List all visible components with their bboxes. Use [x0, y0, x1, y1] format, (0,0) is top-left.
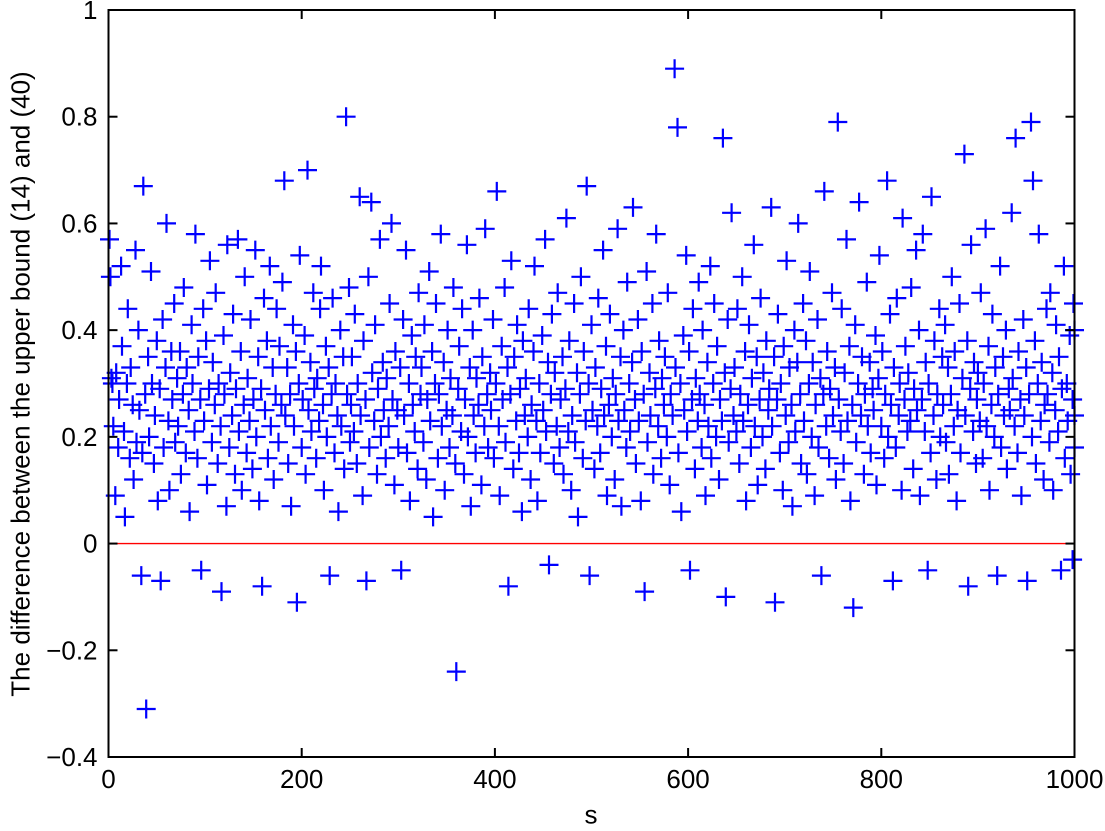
y-tick-label: 1: [83, 0, 97, 25]
x-tick-label: 800: [860, 764, 903, 794]
x-tick-label: 600: [666, 764, 709, 794]
plot-frame: [107, 9, 1076, 758]
x-axis-label: s: [584, 799, 598, 830]
data-points: [100, 59, 1084, 719]
y-tick-label: −0.2: [46, 635, 97, 665]
y-axis-label: The difference between the upper bound (…: [5, 71, 36, 697]
x-tick-label: 200: [280, 764, 323, 794]
y-tick-label: 0.4: [61, 315, 97, 345]
y-tick-label: 0.6: [61, 208, 97, 238]
y-tick-label: 0.8: [61, 102, 97, 132]
x-tick-label: 0: [101, 764, 115, 794]
y-tick-label: 0.2: [61, 422, 97, 452]
y-tick-label: −0.4: [46, 742, 97, 772]
y-tick-label: 0: [83, 529, 97, 559]
x-tick-label: 400: [473, 764, 516, 794]
x-tick-label: 1000: [1046, 764, 1104, 794]
